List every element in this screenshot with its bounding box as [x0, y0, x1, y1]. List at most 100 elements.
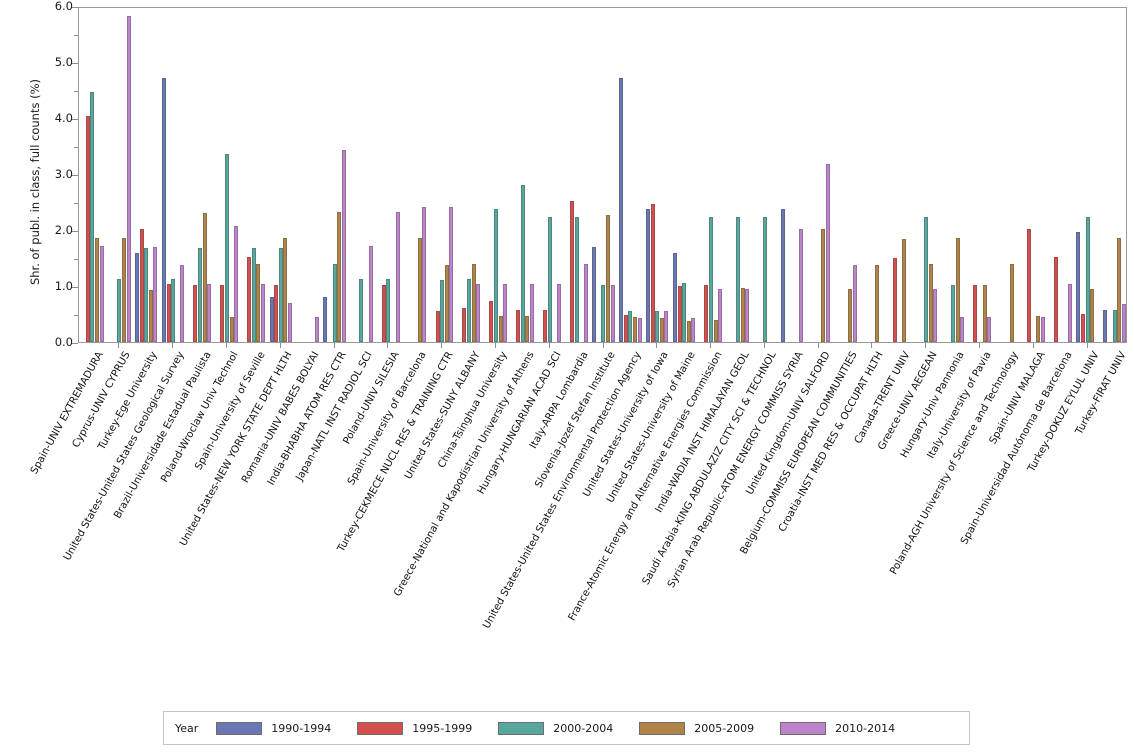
y-tick-mark: [72, 63, 78, 64]
y-tick-mark-minor: [74, 259, 78, 260]
y-tick-mark: [72, 231, 78, 232]
bar: [99, 245, 104, 342]
y-tick-mark: [72, 287, 78, 288]
bar: [664, 310, 669, 342]
bar-group: [243, 8, 266, 342]
bar: [529, 284, 534, 342]
x-tick-mark: [817, 343, 819, 348]
bar: [381, 284, 386, 342]
bar: [278, 248, 283, 342]
bar-group: [1103, 8, 1126, 342]
bar-group: [404, 8, 427, 342]
bar-group: [565, 8, 588, 342]
bar: [892, 258, 897, 342]
bar: [449, 207, 454, 342]
x-tick-mark: [979, 343, 981, 348]
x-tick-mark: [871, 343, 873, 348]
bar: [251, 248, 256, 342]
bar: [476, 284, 481, 342]
bar: [520, 185, 525, 342]
bar-group: [727, 8, 750, 342]
x-tick-mark: [548, 343, 550, 348]
bar-group: [888, 8, 910, 342]
bar: [1081, 314, 1086, 342]
bar-group: [807, 8, 830, 342]
y-tick-label: 0.0: [54, 335, 73, 349]
bar: [498, 316, 503, 342]
bar: [821, 228, 826, 342]
bar: [171, 279, 176, 342]
bar: [229, 316, 234, 342]
legend-item[interactable]: 1995-1999: [357, 721, 472, 735]
y-tick-label: 1.0: [54, 279, 73, 293]
legend-swatch: [498, 721, 545, 735]
bar: [592, 246, 597, 342]
bar: [386, 279, 391, 342]
bar: [283, 237, 288, 342]
legend-item[interactable]: 2010-2014: [780, 721, 895, 735]
bar: [139, 229, 144, 342]
x-tick-mark: [1086, 343, 1088, 348]
y-tick-mark-minor: [74, 203, 78, 204]
bar: [444, 264, 449, 342]
bar: [462, 308, 467, 342]
bar-group: [458, 8, 481, 342]
bar-group: [377, 8, 400, 342]
bar: [332, 263, 337, 342]
bar: [713, 319, 718, 342]
bar: [1112, 309, 1117, 342]
bar-group: [942, 8, 965, 342]
y-tick-mark: [72, 119, 78, 120]
legend-item[interactable]: 2000-2004: [498, 721, 613, 735]
bar-group: [754, 8, 776, 342]
bar: [955, 237, 960, 342]
bar: [269, 297, 274, 342]
bar: [359, 279, 364, 342]
y-tick-mark: [72, 7, 78, 8]
bar: [1121, 303, 1126, 342]
bar-group: [1076, 8, 1098, 342]
bar: [650, 204, 655, 342]
legend-swatch: [639, 721, 686, 735]
plot-area: [78, 7, 1127, 343]
bar: [628, 310, 633, 342]
bar: [274, 284, 279, 342]
x-tick-mark: [710, 343, 712, 348]
bar: [798, 228, 803, 342]
bar: [672, 252, 677, 342]
bar: [471, 264, 476, 342]
bar-group: [700, 8, 723, 342]
bar: [686, 321, 691, 342]
bar-group: [269, 8, 292, 342]
x-tick-mark: [602, 343, 604, 348]
bar: [1041, 316, 1046, 342]
bar: [1054, 257, 1059, 342]
bar: [745, 288, 750, 342]
legend-item[interactable]: 2005-2009: [639, 721, 754, 735]
bar: [848, 288, 853, 342]
bar: [126, 15, 131, 342]
bar: [583, 263, 588, 342]
bar: [780, 208, 785, 342]
bar: [601, 284, 606, 342]
bar: [875, 264, 880, 342]
legend-item[interactable]: 1990-1994: [216, 721, 331, 735]
bar: [117, 279, 122, 342]
bar: [606, 215, 611, 342]
bar: [193, 284, 198, 342]
bar: [1036, 316, 1041, 342]
bar: [314, 316, 319, 342]
bar: [144, 248, 149, 342]
bar-group: [861, 8, 883, 342]
x-tick-label: Croatia-INST MED RES & OCCUPAT HLTH: [777, 350, 886, 534]
bar: [852, 264, 857, 342]
bar: [825, 164, 830, 342]
bar: [1090, 289, 1095, 342]
bar: [704, 284, 709, 342]
bar: [691, 317, 696, 342]
bar: [341, 150, 346, 342]
bar-group: [296, 8, 319, 342]
bar: [677, 286, 682, 342]
bar: [1085, 216, 1090, 342]
bar-group: [672, 8, 696, 342]
